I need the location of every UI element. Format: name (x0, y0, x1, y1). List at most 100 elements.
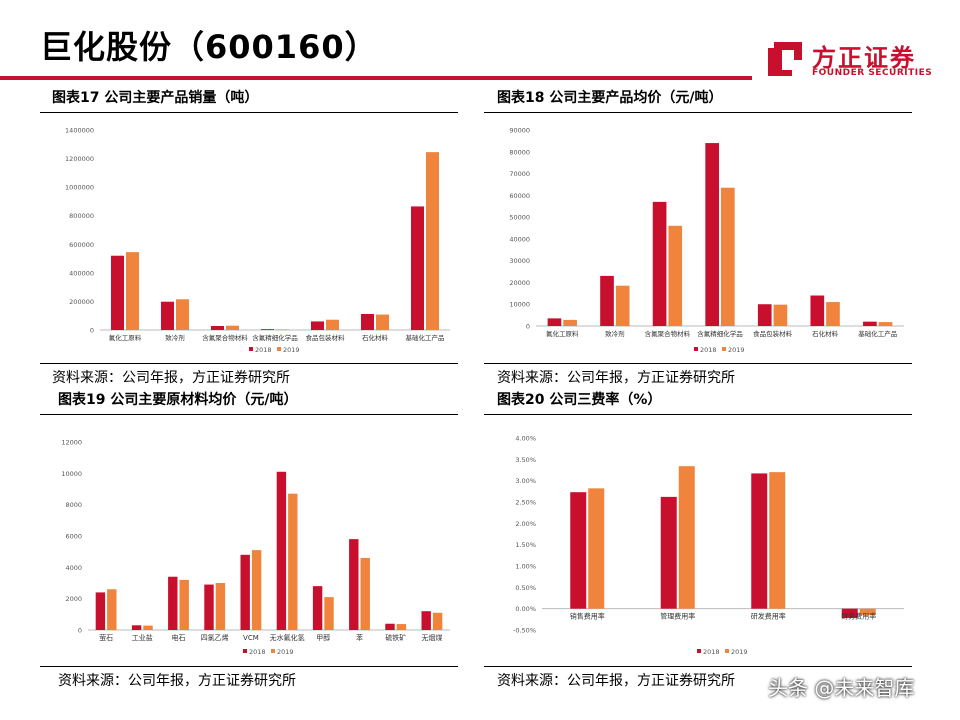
legend-label: 2018 (249, 648, 266, 656)
bar-2018 (312, 586, 323, 630)
chart20-bottom-rule (484, 666, 912, 667)
bar-2019 (769, 472, 786, 609)
legend-swatch (697, 649, 701, 653)
x-category-label: 电石 (172, 633, 186, 642)
legend-label: 2018 (703, 648, 720, 656)
x-category-label: 含氟精细化学品 (697, 329, 743, 338)
chart20-title: 图表20 公司三费率（%） (497, 392, 662, 408)
x-category-label: 食品包装材料 (306, 333, 346, 342)
bar-2018 (168, 576, 178, 630)
x-category-label: 石化材料 (362, 333, 389, 342)
chart17-top-rule (40, 112, 458, 113)
y-tick-label: 2.00% (515, 520, 536, 528)
x-category-label: 含氟聚合物材料 (645, 329, 691, 338)
bar-2019 (668, 225, 683, 326)
x-category-label: 氟化工原料 (109, 333, 142, 342)
legend-swatch (722, 347, 726, 351)
bar-2018 (757, 304, 772, 326)
x-category-label: 苯 (356, 633, 363, 642)
bar-2018 (111, 255, 124, 330)
bar-2018 (131, 625, 142, 630)
y-tick-label: 0.00% (515, 605, 536, 613)
y-tick-label: 12000 (61, 439, 82, 447)
y-tick-label: 60000 (509, 192, 530, 200)
bar-2018 (211, 326, 224, 330)
chart18-svg: 0 10000 20000 30000 40000 50000 60000 70000 8000… (509, 127, 904, 354)
y-tick-label: 50000 (509, 214, 530, 222)
bar-2018 (705, 143, 719, 326)
legend-label: 2018 (255, 346, 272, 354)
bar-2018 (600, 275, 614, 326)
legend-swatch (694, 347, 698, 351)
y-tick-label: 70000 (509, 170, 530, 178)
chart19-top-rule (40, 414, 458, 415)
bar-2019 (360, 557, 370, 630)
bar-2019 (251, 550, 262, 630)
x-category-label: 四氯乙烯 (201, 633, 229, 642)
x-category-label: 氟化工原料 (546, 329, 579, 338)
y-tick-label: 30000 (509, 257, 530, 265)
y-tick-label: 4000 (65, 564, 82, 572)
y-tick-label: 0 (78, 627, 82, 635)
chart20-svg: -0.50% 0.00% 0.50% 1.00% 1.50% 2.00% 2.50% 3.00… (513, 435, 904, 656)
y-tick-label: 80000 (509, 148, 530, 156)
bar-2019 (432, 612, 443, 630)
bar-2019 (773, 304, 788, 326)
chart20-source: 资料来源：公司年报，方正证券研究所 (497, 673, 735, 689)
chart20-top-rule (484, 414, 912, 415)
y-tick-label: 1.50% (515, 541, 536, 549)
y-tick-label: 1.00% (515, 563, 536, 571)
y-tick-label: 40000 (509, 235, 530, 243)
bar-2018 (361, 314, 374, 330)
y-tick-label: 800000 (69, 212, 94, 220)
chart18-source: 资料来源：公司年报，方正证券研究所 (497, 370, 735, 386)
bar-2019 (288, 493, 298, 630)
bar-2018 (276, 471, 287, 630)
company-logo: 方正证券 FOUNDER SECURITIES (766, 38, 956, 82)
founder-logo-icon (768, 42, 802, 76)
legend-swatch (725, 649, 729, 653)
legend-label: 2019 (728, 346, 745, 354)
y-tick-label: -0.50% (513, 627, 536, 635)
chart17-panel: 0 200000 400000 600000 800000 1000000 1200000 1… (40, 116, 458, 360)
x-category-label: 食品包装材料 (753, 329, 793, 338)
bar-2019 (721, 187, 735, 326)
y-tick-label: 200000 (69, 298, 94, 306)
bar-2018 (349, 539, 359, 630)
chart20-panel: -0.50% 0.00% 0.50% 1.00% 1.50% 2.00% 2.50% 3.00… (484, 418, 912, 662)
bar-2018 (751, 473, 768, 609)
bar-2019 (126, 252, 139, 330)
y-tick-label: 0 (526, 323, 530, 331)
bar-2018 (385, 623, 395, 630)
bar-2018 (652, 201, 667, 326)
bar-2019 (143, 625, 153, 630)
legend-label: 2018 (700, 346, 717, 354)
x-category-label: 管理费用率 (660, 612, 695, 621)
bar-2019 (859, 608, 876, 616)
bar-2018 (421, 611, 431, 630)
legend-swatch (243, 649, 247, 653)
chart17-source: 资料来源：公司年报，方正证券研究所 (52, 370, 290, 386)
chart19-source: 资料来源：公司年报，方正证券研究所 (58, 673, 296, 689)
x-category-label: VCM (243, 634, 259, 642)
y-tick-label: 3.00% (515, 477, 536, 485)
bar-2018 (660, 496, 677, 609)
bar-2018 (841, 608, 858, 619)
x-category-label: 致冷剂 (605, 329, 625, 338)
bar-2018 (547, 318, 562, 326)
bar-2019 (396, 624, 407, 630)
y-tick-label: 6000 (65, 533, 82, 541)
bar-2018 (311, 321, 324, 330)
x-category-label: 基础化工产品 (858, 329, 897, 338)
bar-2019 (179, 579, 189, 630)
y-tick-label: 600000 (69, 241, 94, 249)
logo-text-en: FOUNDER SECURITIES (812, 68, 933, 78)
x-category-label: 销售费用率 (570, 612, 605, 621)
bar-2019 (615, 285, 630, 326)
logo-text-cn: 方正证券 (812, 44, 916, 72)
bar-2019 (276, 329, 289, 330)
bar-2019 (563, 319, 577, 326)
y-tick-label: 400000 (69, 269, 94, 277)
bar-2018 (810, 295, 825, 326)
y-tick-label: 2000 (65, 595, 82, 603)
